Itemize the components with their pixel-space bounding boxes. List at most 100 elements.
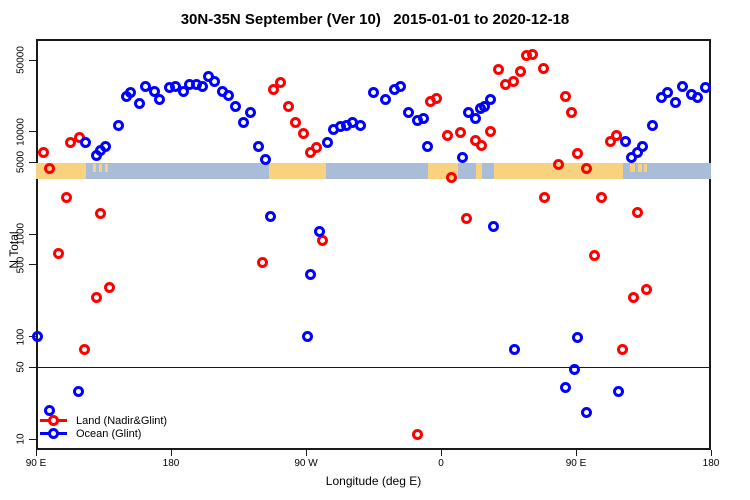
y-tick-label: 100 xyxy=(15,328,27,345)
data-point xyxy=(38,147,49,159)
data-point xyxy=(302,330,313,342)
map-band-island xyxy=(93,164,96,172)
data-point xyxy=(605,136,616,148)
data-point xyxy=(237,117,249,129)
data-point xyxy=(572,148,583,160)
data-point xyxy=(596,192,607,204)
map-band-segment-ocean xyxy=(622,163,711,179)
data-point xyxy=(566,107,577,119)
data-point xyxy=(588,249,600,261)
reference-line xyxy=(36,367,711,369)
data-point xyxy=(264,211,276,223)
data-point xyxy=(641,283,652,295)
x-tick xyxy=(35,450,37,456)
x-tick-label: 180 xyxy=(702,458,720,469)
data-point xyxy=(113,119,124,131)
data-point xyxy=(617,343,628,355)
data-point xyxy=(314,226,325,238)
y-tick-label: 50 xyxy=(15,361,27,373)
data-point xyxy=(479,101,490,113)
data-point xyxy=(461,212,472,224)
y-tick xyxy=(29,366,36,368)
data-point xyxy=(456,152,468,164)
data-point xyxy=(692,92,703,104)
data-point xyxy=(44,162,55,174)
data-point xyxy=(647,120,658,132)
data-point xyxy=(32,331,43,343)
data-point xyxy=(632,206,643,218)
data-point xyxy=(380,94,391,106)
map-band-segment-land xyxy=(475,163,482,179)
map-band-segment-ocean xyxy=(325,163,428,179)
data-point xyxy=(197,81,208,93)
data-point xyxy=(507,76,519,88)
data-point xyxy=(441,130,453,142)
data-point xyxy=(257,256,268,268)
legend-row: Land (Nadir&Glint) xyxy=(40,414,167,427)
y-tick xyxy=(29,131,36,133)
data-point xyxy=(431,93,442,105)
data-point xyxy=(311,141,322,153)
data-point xyxy=(411,429,423,441)
plot-frame xyxy=(36,39,711,450)
data-point xyxy=(140,81,151,93)
data-point xyxy=(485,94,496,106)
data-point xyxy=(354,119,366,131)
data-point xyxy=(402,106,414,118)
x-tick xyxy=(170,450,172,456)
data-point xyxy=(95,207,106,219)
legend-marker-icon xyxy=(40,427,67,440)
legend-circle-icon xyxy=(48,428,59,439)
data-point xyxy=(90,292,102,304)
x-tick-label: 180 xyxy=(162,458,180,469)
y-tick xyxy=(29,161,36,163)
data-point xyxy=(539,191,550,203)
y-tick-label: 50000 xyxy=(15,46,27,74)
data-point xyxy=(44,404,55,416)
data-point xyxy=(527,49,538,61)
legend-marker-icon xyxy=(40,414,67,427)
data-point xyxy=(245,106,256,118)
data-point xyxy=(395,81,406,93)
legend-label: Land (Nadir&Glint) xyxy=(76,414,168,427)
data-point xyxy=(669,97,681,109)
map-band-island xyxy=(637,164,642,172)
data-point xyxy=(104,282,115,294)
data-point xyxy=(53,248,64,260)
x-axis-label: Longitude (deg E) xyxy=(325,474,422,488)
y-tick xyxy=(29,59,36,61)
y-tick xyxy=(29,438,36,440)
legend: Land (Nadir&Glint) Ocean (Glint) xyxy=(40,414,167,440)
data-point xyxy=(321,137,333,149)
data-point xyxy=(80,136,91,148)
y-tick xyxy=(29,233,36,235)
data-point xyxy=(417,112,429,124)
data-point xyxy=(636,141,648,153)
data-point xyxy=(222,90,234,102)
data-point xyxy=(537,62,549,74)
x-tick-label: 0 xyxy=(438,458,444,469)
data-point xyxy=(260,154,271,166)
data-point xyxy=(230,101,241,113)
legend-label: Ocean (Glint) xyxy=(76,427,142,440)
data-point xyxy=(677,81,688,93)
data-point xyxy=(153,94,165,106)
data-point xyxy=(446,171,457,183)
data-point xyxy=(177,86,189,98)
map-band-island xyxy=(105,164,108,172)
legend-circle-icon xyxy=(48,415,59,426)
data-point xyxy=(485,125,496,137)
data-point xyxy=(125,87,136,99)
data-point xyxy=(99,141,111,153)
data-point xyxy=(515,66,526,78)
x-tick xyxy=(710,450,712,456)
data-point xyxy=(627,292,639,304)
data-point xyxy=(509,344,520,356)
data-point xyxy=(552,159,564,171)
x-tick xyxy=(305,450,307,456)
data-point xyxy=(662,87,673,99)
data-point xyxy=(72,386,84,398)
map-band-segment-land xyxy=(268,163,326,179)
data-point xyxy=(560,381,571,393)
map-band-island xyxy=(643,164,647,172)
